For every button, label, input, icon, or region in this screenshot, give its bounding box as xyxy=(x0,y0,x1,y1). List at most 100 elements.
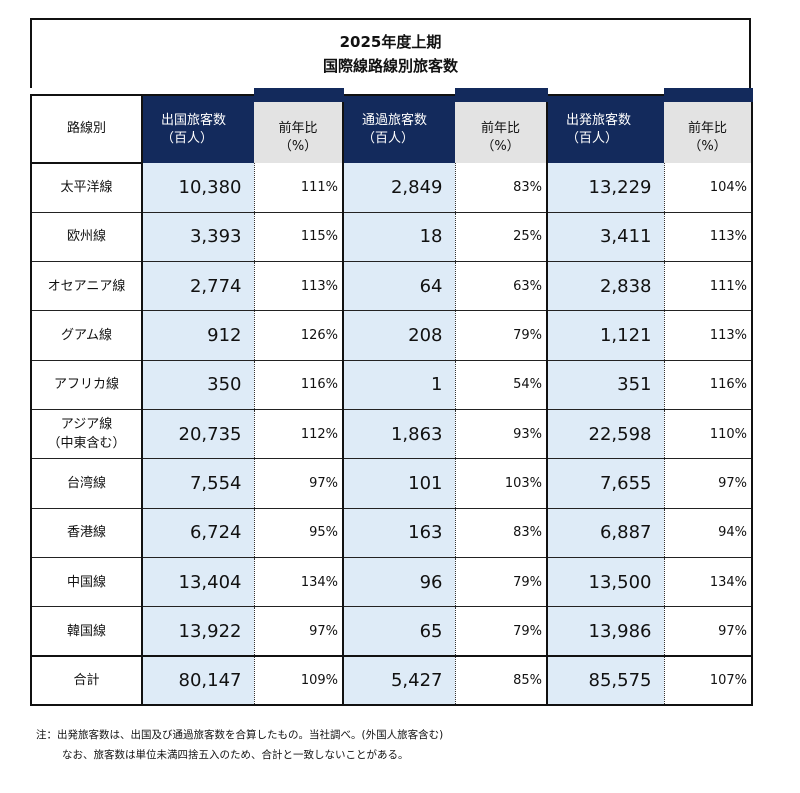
transit-count: 208 xyxy=(342,310,456,361)
outbound-yoy: 111% xyxy=(254,163,343,213)
route-name: 台湾線 xyxy=(30,458,143,509)
footnote-line-2: なお、旅客数は単位未満四捨五入のため、合計と一致しないことがある。 xyxy=(62,749,409,761)
transit-count: 18 xyxy=(342,212,456,263)
route-name: 韓国線 xyxy=(30,606,143,657)
outbound-count: 10,380 xyxy=(141,163,255,213)
table-row: グアム線 912 126% 208 79% 1,121 113% xyxy=(30,310,753,361)
header-departing: 出発旅客数 （百人） xyxy=(546,94,664,163)
transit-yoy: 93% xyxy=(455,409,547,460)
table-row: オセアニア線 2,774 113% 64 63% 2,838 111% xyxy=(30,261,753,312)
passenger-table: 路線別 出国旅客数 （百人） 前年比 （%） 通過旅客数 （百人） 前年比 （%） 出発… xyxy=(30,88,753,707)
departing-count: 1,121 xyxy=(546,310,665,361)
footnotes: 注：出発旅客数は、出国及び通過旅客数を合算したもの。当社調べ。(外国人旅客含む)… xyxy=(36,725,443,765)
transit-yoy: 83% xyxy=(455,163,547,213)
outbound-yoy: 112% xyxy=(254,409,343,460)
outbound-count: 2,774 xyxy=(141,261,255,312)
route-name-line: グアム線 xyxy=(60,328,113,344)
departing-yoy: 97% xyxy=(664,606,753,657)
departing-count: 351 xyxy=(546,360,665,410)
outbound-yoy: 134% xyxy=(254,557,343,608)
route-name: オセアニア線 xyxy=(30,261,143,312)
route-name-line: 台湾線 xyxy=(66,475,106,491)
outbound-count: 350 xyxy=(141,360,255,410)
route-name-line: オセアニア線 xyxy=(47,278,126,294)
outbound-yoy: 97% xyxy=(254,606,343,657)
outbound-count: 7,554 xyxy=(141,458,255,509)
departing-yoy: 113% xyxy=(664,212,753,263)
route-name-line: 中国線 xyxy=(66,574,106,590)
outbound-count: 6,724 xyxy=(141,508,255,558)
outbound-yoy: 113% xyxy=(254,261,343,312)
departing-yoy: 94% xyxy=(664,508,753,558)
transit-count: 96 xyxy=(342,557,456,608)
transit-yoy: 79% xyxy=(455,557,547,608)
route-name: グアム線 xyxy=(30,310,143,361)
outbound-count: 20,735 xyxy=(141,409,255,460)
route-name-line: （中東含む） xyxy=(47,436,126,452)
route-name: 合計 xyxy=(30,654,143,707)
route-name: アジア線 （中東含む） xyxy=(30,409,143,460)
table-title-period: 2025年度上期 xyxy=(339,33,442,51)
table-row: 香港線 6,724 95% 163 83% 6,887 94% xyxy=(30,508,753,558)
departing-count: 22,598 xyxy=(546,409,665,460)
outbound-yoy: 97% xyxy=(254,458,343,509)
passenger-table-container: 2025年度上期 国際線路線別旅客数 路線別 出国旅客数 （百人） 前年比 （%） xyxy=(30,18,753,707)
transit-count: 101 xyxy=(342,458,456,509)
transit-yoy: 85% xyxy=(455,654,547,707)
departing-count: 6,887 xyxy=(546,508,665,558)
outbound-count: 80,147 xyxy=(141,654,255,707)
transit-count: 1,863 xyxy=(342,409,456,460)
outbound-yoy: 126% xyxy=(254,310,343,361)
departing-count: 13,229 xyxy=(546,163,665,213)
transit-count: 163 xyxy=(342,508,456,558)
table-row: 台湾線 7,554 97% 101 103% 7,655 97% xyxy=(30,458,753,509)
route-name-line: 太平洋線 xyxy=(60,180,113,196)
transit-count: 1 xyxy=(342,360,456,410)
table-title-box: 2025年度上期 国際線路線別旅客数 xyxy=(30,18,751,88)
transit-yoy: 79% xyxy=(455,310,547,361)
transit-yoy: 83% xyxy=(455,508,547,558)
route-name-line: アジア線 xyxy=(60,417,113,433)
route-name-line: 欧州線 xyxy=(66,229,106,245)
header-outbound-yoy: 前年比 （%） xyxy=(254,88,343,163)
transit-count: 5,427 xyxy=(342,654,456,707)
departing-count: 2,838 xyxy=(546,261,665,312)
outbound-count: 912 xyxy=(141,310,255,361)
outbound-count: 13,922 xyxy=(141,606,255,657)
table-title: 国際線路線別旅客数 xyxy=(322,57,458,75)
route-name: 香港線 xyxy=(30,508,143,558)
departing-yoy: 134% xyxy=(664,557,753,608)
route-name: 太平洋線 xyxy=(30,163,143,213)
header-transit: 通過旅客数 （百人） xyxy=(342,94,455,163)
header-departing-yoy: 前年比 （%） xyxy=(664,88,753,163)
total-row: 合計 80,147 109% 5,427 85% 85,575 107% xyxy=(30,654,753,707)
outbound-yoy: 116% xyxy=(254,360,343,410)
departing-count: 7,655 xyxy=(546,458,665,509)
transit-yoy: 63% xyxy=(455,261,547,312)
departing-yoy: 104% xyxy=(664,163,753,213)
route-name-line: 韓国線 xyxy=(66,623,106,639)
outbound-count: 3,393 xyxy=(141,212,255,263)
table-row: 太平洋線 10,380 111% 2,849 83% 13,229 104% xyxy=(30,163,753,213)
departing-count: 3,411 xyxy=(546,212,665,263)
transit-count: 64 xyxy=(342,261,456,312)
header-route: 路線別 xyxy=(30,94,143,164)
outbound-yoy: 109% xyxy=(254,654,343,707)
transit-yoy: 103% xyxy=(455,458,547,509)
table-row: 韓国線 13,922 97% 65 79% 13,986 97% xyxy=(30,606,753,657)
route-name: 欧州線 xyxy=(30,212,143,263)
route-name-line: 香港線 xyxy=(66,525,106,541)
departing-yoy: 107% xyxy=(664,654,753,707)
header-row: 路線別 出国旅客数 （百人） 前年比 （%） 通過旅客数 （百人） 前年比 （%） 出発… xyxy=(30,88,753,164)
departing-count: 85,575 xyxy=(546,654,665,707)
table-row: アジア線 （中東含む） 20,735 112% 1,863 93% 22,598 110% xyxy=(30,409,753,460)
outbound-yoy: 115% xyxy=(254,212,343,263)
transit-count: 65 xyxy=(342,606,456,657)
departing-count: 13,500 xyxy=(546,557,665,608)
transit-yoy: 25% xyxy=(455,212,547,263)
header-outbound: 出国旅客数 （百人） xyxy=(141,94,254,163)
footnote-line-1: 注：出発旅客数は、出国及び通過旅客数を合算したもの。当社調べ。(外国人旅客含む) xyxy=(36,729,444,741)
table-body: 太平洋線 10,380 111% 2,849 83% 13,229 104% 欧州線 3,393… xyxy=(30,163,753,707)
header-transit-yoy: 前年比 （%） xyxy=(455,88,547,163)
transit-yoy: 79% xyxy=(455,606,547,657)
